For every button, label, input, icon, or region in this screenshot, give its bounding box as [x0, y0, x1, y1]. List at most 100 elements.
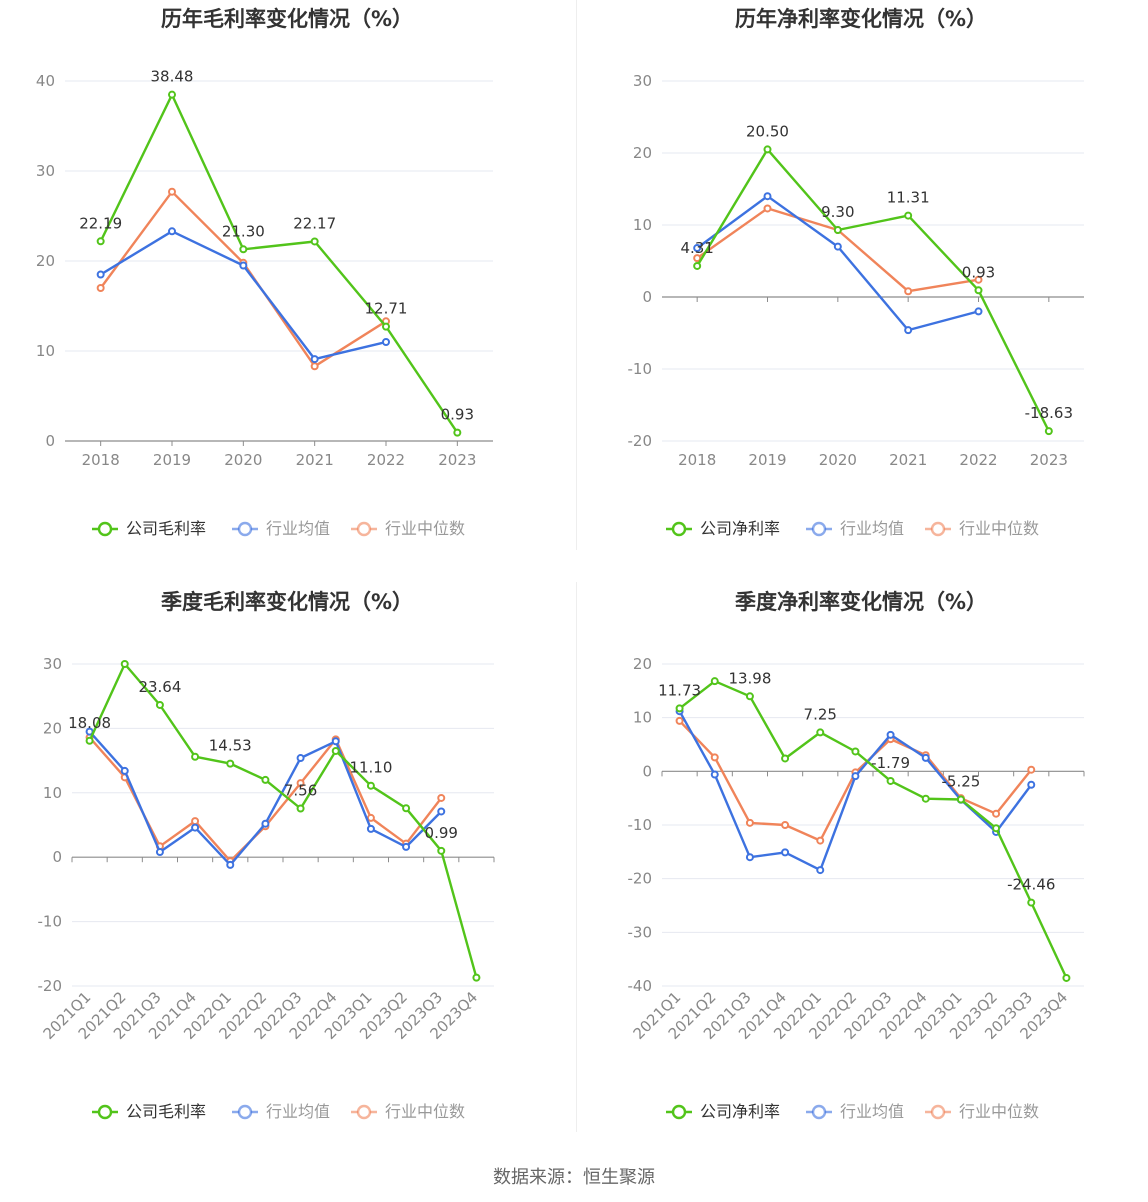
data-point: [921, 753, 930, 762]
y-tick-label: 10: [633, 709, 652, 727]
x-tick-label: 2021: [296, 451, 334, 469]
data-label: 11.73: [658, 681, 701, 699]
data-point: [155, 848, 164, 857]
data-point: [781, 848, 790, 857]
data-label: 18.08: [68, 714, 111, 732]
data-label: 7.56: [284, 782, 317, 800]
x-tick-label: 2019: [153, 451, 191, 469]
data-point: [331, 746, 340, 755]
data-point: [310, 362, 319, 371]
data-point: [168, 90, 176, 99]
legend-marker: [671, 521, 687, 537]
data-point: [956, 795, 965, 804]
data-point: [96, 284, 105, 292]
y-tick-label: 30: [36, 162, 55, 180]
data-label: 14.53: [209, 737, 252, 755]
y-tick-label: -10: [628, 360, 653, 378]
y-tick-label: -30: [628, 923, 653, 941]
data-label: 22.17: [293, 214, 336, 232]
data-point: [974, 286, 983, 295]
data-point: [992, 824, 1001, 833]
data-label: 11.31: [887, 189, 930, 207]
legend-item: 公司净利率: [666, 519, 780, 538]
y-tick-label: 30: [43, 655, 62, 673]
data-point: [710, 753, 719, 762]
data-point: [921, 794, 930, 803]
data-point: [366, 813, 375, 822]
data-point: [437, 846, 446, 855]
data-point: [226, 860, 235, 869]
data-point: [816, 866, 825, 875]
data-point: [763, 204, 772, 213]
data-point: [296, 779, 305, 788]
legend-marker: [97, 1104, 113, 1120]
legend-item: 行业中位数: [925, 519, 1039, 538]
legend-item: 行业中位数: [925, 1102, 1039, 1121]
legend-item: 行业均值: [232, 519, 330, 538]
legend-marker: [811, 1104, 827, 1120]
data-point: [1027, 765, 1036, 774]
data-point: [402, 804, 411, 813]
y-tick-label: 0: [52, 848, 62, 866]
data-point: [120, 766, 129, 775]
y-tick-label: -40: [628, 977, 653, 995]
series-line: [88, 736, 443, 863]
data-label: -24.46: [1007, 876, 1055, 894]
chart-title: 历年毛利率变化情况（%）: [161, 7, 413, 31]
data-point: [693, 261, 702, 270]
y-tick-label: 20: [36, 252, 55, 270]
legend-item: 行业均值: [806, 1102, 904, 1121]
data-label: 0.93: [962, 263, 995, 281]
chart-quarterly-net-margin: 季度净利率变化情况（%） -40 -30 -20 -10 0 10 20 2021Q1 2021Q…: [574, 583, 1148, 1166]
data-label: -1.79: [871, 754, 910, 772]
data-label: 0.99: [425, 824, 458, 842]
legend-label: 行业均值: [840, 519, 904, 538]
x-tick-label: 2018: [82, 451, 120, 469]
series-line: [99, 190, 387, 368]
data-point: [851, 772, 860, 781]
data-point: [1062, 973, 1071, 982]
chart-annual-net-margin: 历年净利率变化情况（%） -20 -10 0 10 20 30 2018 2019 2020 202…: [574, 0, 1148, 583]
x-tick-label: 2020: [224, 451, 262, 469]
data-point: [974, 307, 983, 316]
x-tick-label: 2023: [1030, 451, 1068, 469]
data-label: 0.93: [441, 406, 474, 424]
data-point: [437, 807, 446, 816]
chart-annual-gross-margin-svg: 历年毛利率变化情况（%） 0 10 20 30 40 2018 2019 2020 2021 202…: [36, 7, 493, 538]
data-point: [904, 326, 913, 335]
data-point: [85, 736, 94, 745]
divider: [576, 0, 577, 550]
data-point: [310, 237, 319, 246]
data-point: [710, 677, 719, 686]
data-source: 数据来源：恒生聚源: [493, 1167, 655, 1188]
data-point: [886, 730, 895, 739]
x-tick-label: 2022: [367, 451, 405, 469]
data-label: 11.10: [349, 759, 392, 777]
chart-quarterly-net-margin-svg: 季度净利率变化情况（%）-40-30-20-10010202021Q12021Q…: [628, 590, 1085, 1121]
series-line: [88, 662, 478, 978]
data-label: 13.98: [728, 669, 771, 687]
y-tick-label: -20: [628, 870, 653, 888]
legend-label: 行业均值: [266, 519, 330, 538]
x-tick-label: 2023: [438, 451, 476, 469]
data-label: 38.48: [151, 68, 194, 86]
series-line: [99, 93, 459, 434]
data-point: [120, 660, 129, 668]
data-label: 21.30: [222, 222, 265, 240]
chart-quarterly-gross-margin: 季度毛利率变化情况（%） -20 -10 0 10 20 30 2021Q1 2021Q2 202…: [0, 583, 574, 1166]
y-tick-label: -10: [38, 913, 63, 931]
data-point: [402, 842, 411, 851]
data-point: [191, 817, 200, 826]
data-point: [239, 261, 248, 270]
x-tick-label: 2022: [959, 451, 997, 469]
y-tick-label: 10: [633, 216, 652, 234]
chart-annual-net-margin-svg: 历年净利率变化情况（%） -20 -10 0 10 20 30 2018 2019 2020 202…: [628, 7, 1084, 538]
legend-item: 公司毛利率: [92, 519, 206, 538]
data-point: [331, 737, 340, 746]
legend-label: 公司净利率: [700, 1102, 780, 1121]
data-point: [974, 275, 983, 284]
data-point: [239, 245, 248, 254]
data-point: [851, 747, 860, 756]
y-tick-label: 20: [43, 719, 62, 737]
legend-marker: [811, 521, 827, 537]
